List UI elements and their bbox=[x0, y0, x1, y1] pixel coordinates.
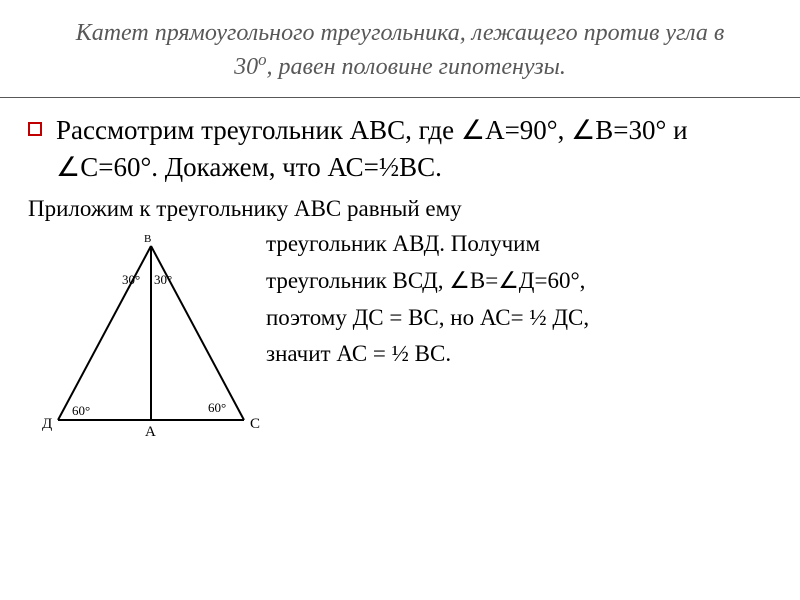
flow-l2: треугольник ВСД, ∠В=∠Д=60°, bbox=[266, 268, 585, 293]
flow-l1: треугольник АВД. Получим bbox=[266, 231, 540, 256]
theorem-header: Катет прямоугольного треугольника, лежащ… bbox=[0, 0, 800, 98]
content-area: Рассмотрим треугольник АВС, где ∠А=90°, … bbox=[0, 98, 800, 438]
svg-text:60°: 60° bbox=[72, 403, 90, 418]
svg-text:С: С bbox=[250, 416, 260, 432]
main-paragraph-row: Рассмотрим треугольник АВС, где ∠А=90°, … bbox=[28, 112, 772, 185]
svg-text:В: В bbox=[144, 233, 151, 245]
header-degree: о bbox=[258, 50, 266, 69]
flow-l4: значит АС = ½ ВС. bbox=[266, 341, 451, 366]
figure-and-text: В Д С А 30° 30° 60° 60° треугольник АВД. Получи… bbox=[28, 226, 772, 438]
svg-text:А: А bbox=[145, 424, 156, 438]
svg-text:Д: Д bbox=[42, 416, 52, 432]
bullet-icon bbox=[28, 122, 42, 136]
triangle-diagram: В Д С А 30° 30° 60° 60° bbox=[36, 228, 266, 438]
svg-text:30°: 30° bbox=[154, 272, 172, 287]
svg-text:30°: 30° bbox=[122, 272, 140, 287]
paragraph-1: Рассмотрим треугольник АВС, где ∠А=90°, … bbox=[56, 112, 772, 185]
paragraph-2: Приложим к треугольнику АВС равный ему bbox=[28, 195, 772, 224]
svg-text:60°: 60° bbox=[208, 400, 226, 415]
header-text-post: , равен половине гипотенузы. bbox=[267, 54, 566, 80]
flow-l3: поэтому ДС = ВС, но АС= ½ ДС, bbox=[266, 305, 589, 330]
